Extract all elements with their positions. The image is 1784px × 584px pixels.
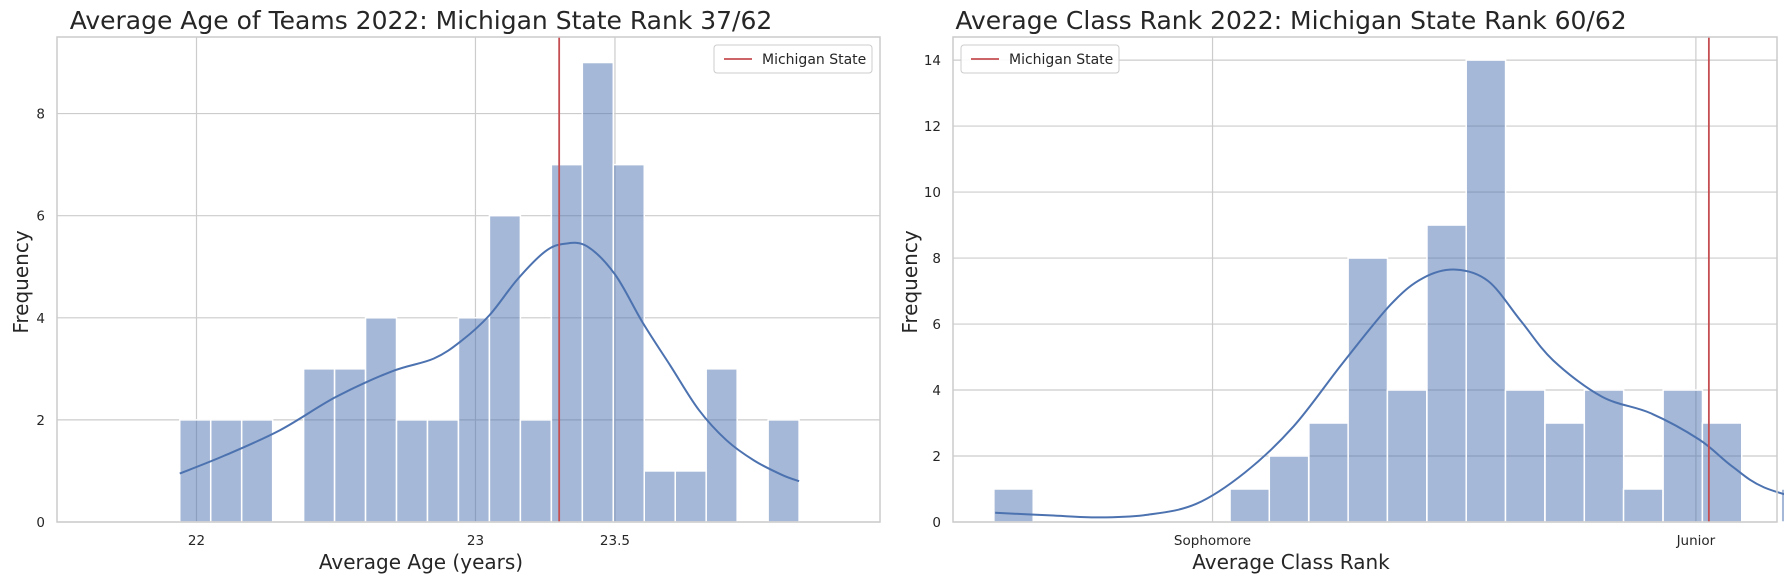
histogram-bar bbox=[705, 368, 738, 523]
histogram-bar bbox=[1504, 389, 1546, 523]
y-tick-label: 4 bbox=[932, 383, 941, 399]
y-tick-label: 4 bbox=[36, 311, 45, 327]
histogram-bar bbox=[674, 470, 707, 523]
chart-title: Average Age of Teams 2022: Michigan Stat… bbox=[70, 6, 773, 35]
x-tick-label: 23 bbox=[467, 533, 484, 549]
histogram-bar bbox=[1386, 389, 1428, 523]
histogram-bar bbox=[612, 163, 646, 523]
histogram-bar bbox=[426, 419, 460, 523]
y-tick-label: 10 bbox=[924, 185, 941, 201]
y-tick-label: 2 bbox=[36, 413, 45, 429]
histogram-bar bbox=[457, 317, 491, 523]
legend: Michigan State bbox=[960, 44, 1120, 74]
histogram-bar bbox=[333, 368, 367, 523]
histogram-bar bbox=[302, 368, 336, 523]
histogram-bar bbox=[643, 470, 676, 523]
histogram-bar bbox=[1229, 488, 1271, 523]
chart-title: Average Class Rank 2022: Michigan State … bbox=[955, 6, 1626, 35]
histogram-bar bbox=[1662, 389, 1704, 523]
legend: Michigan State bbox=[713, 44, 873, 74]
axes-frame bbox=[56, 36, 881, 523]
y-tick-label: 6 bbox=[36, 209, 45, 225]
histogram-bar bbox=[1544, 422, 1586, 523]
y-tick-label: 0 bbox=[36, 515, 45, 531]
histogram-bar bbox=[1583, 389, 1625, 523]
y-tick-label: 8 bbox=[36, 107, 45, 123]
histogram-bar bbox=[1268, 455, 1310, 523]
histogram-bar bbox=[1622, 488, 1664, 523]
histogram-bar bbox=[581, 61, 615, 523]
y-tick-label: 14 bbox=[924, 53, 941, 69]
x-tick-label: 23.5 bbox=[600, 533, 630, 549]
histogram-bar bbox=[209, 419, 243, 523]
legend-box bbox=[713, 44, 873, 74]
y-axis-label: Frequency bbox=[898, 230, 922, 333]
y-tick-label: 8 bbox=[932, 251, 941, 267]
histogram-bar bbox=[1347, 257, 1389, 523]
age-histogram-chart: Average Age of Teams 2022: Michigan Stat… bbox=[9, 6, 881, 574]
legend-box bbox=[960, 44, 1120, 74]
axes-frame bbox=[952, 36, 1778, 523]
x-tick-label: 22 bbox=[188, 533, 205, 549]
histogram-bar bbox=[550, 163, 584, 523]
histogram-bar bbox=[395, 419, 429, 523]
histogram-bar bbox=[1465, 59, 1507, 523]
kde-curve bbox=[995, 268, 1784, 519]
histogram-bar bbox=[488, 214, 522, 523]
x-tick-label: Junior bbox=[1676, 533, 1716, 549]
histogram-bar bbox=[364, 317, 398, 523]
y-tick-label: 6 bbox=[932, 317, 941, 333]
histogram-bar bbox=[1780, 488, 1784, 523]
y-tick-label: 2 bbox=[932, 449, 941, 465]
kde-curve bbox=[179, 241, 800, 483]
x-axis-label: Average Age (years) bbox=[319, 550, 523, 574]
class-rank-histogram-chart: Average Class Rank 2022: Michigan State … bbox=[898, 6, 1784, 574]
legend-label: Michigan State bbox=[762, 52, 866, 68]
histogram-bar bbox=[993, 488, 1034, 523]
y-tick-label: 0 bbox=[932, 515, 941, 531]
x-axis-label: Average Class Rank bbox=[1192, 550, 1390, 574]
y-axis-label: Frequency bbox=[9, 230, 33, 333]
histogram-bar bbox=[519, 419, 553, 523]
x-tick-label: Sophomore bbox=[1174, 533, 1251, 549]
y-tick-label: 12 bbox=[924, 119, 941, 135]
legend-label: Michigan State bbox=[1009, 52, 1113, 68]
histogram-bar bbox=[1308, 422, 1349, 523]
